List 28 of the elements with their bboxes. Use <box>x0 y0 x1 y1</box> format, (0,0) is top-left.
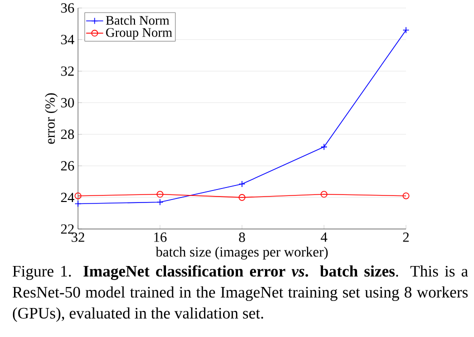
legend-label: Group Norm <box>106 28 172 40</box>
x-tick-label: 32 <box>72 232 84 242</box>
point <box>402 192 410 200</box>
point <box>402 26 410 34</box>
y-tick-label: 22 <box>61 224 74 234</box>
legend-label: Batch Norm <box>106 16 170 25</box>
point <box>320 144 328 150</box>
y-tick-label: 30 <box>61 98 74 108</box>
point <box>156 190 164 198</box>
y-tick-label: 24 <box>61 192 74 202</box>
x-tick-label: 2 <box>403 232 409 242</box>
y-tick-label: 36 <box>61 3 74 13</box>
x-tick-label: 16 <box>154 232 167 242</box>
y-axis-title: error (%) <box>44 93 58 144</box>
point <box>156 198 164 206</box>
y-tick-label: 26 <box>61 161 74 171</box>
text: Figure 1. ImageNet classification error vs. batch sizes. This is a ResNet-50 model trained in the ImageNet training set using 8 workers (GPUs), evaluated in the validation set. <box>12 265 468 322</box>
x-tick-label: 8 <box>239 232 245 242</box>
x-axis-title: batch size (images per worker) <box>156 246 328 260</box>
point <box>238 194 246 201</box>
y-tick-label: 34 <box>61 34 74 44</box>
point <box>320 190 328 198</box>
y-tick-label: 28 <box>61 130 74 140</box>
point <box>74 200 82 208</box>
y-tick-label: 32 <box>61 66 74 76</box>
point <box>238 180 246 188</box>
point <box>74 192 82 200</box>
x-tick-label: 4 <box>320 232 328 242</box>
